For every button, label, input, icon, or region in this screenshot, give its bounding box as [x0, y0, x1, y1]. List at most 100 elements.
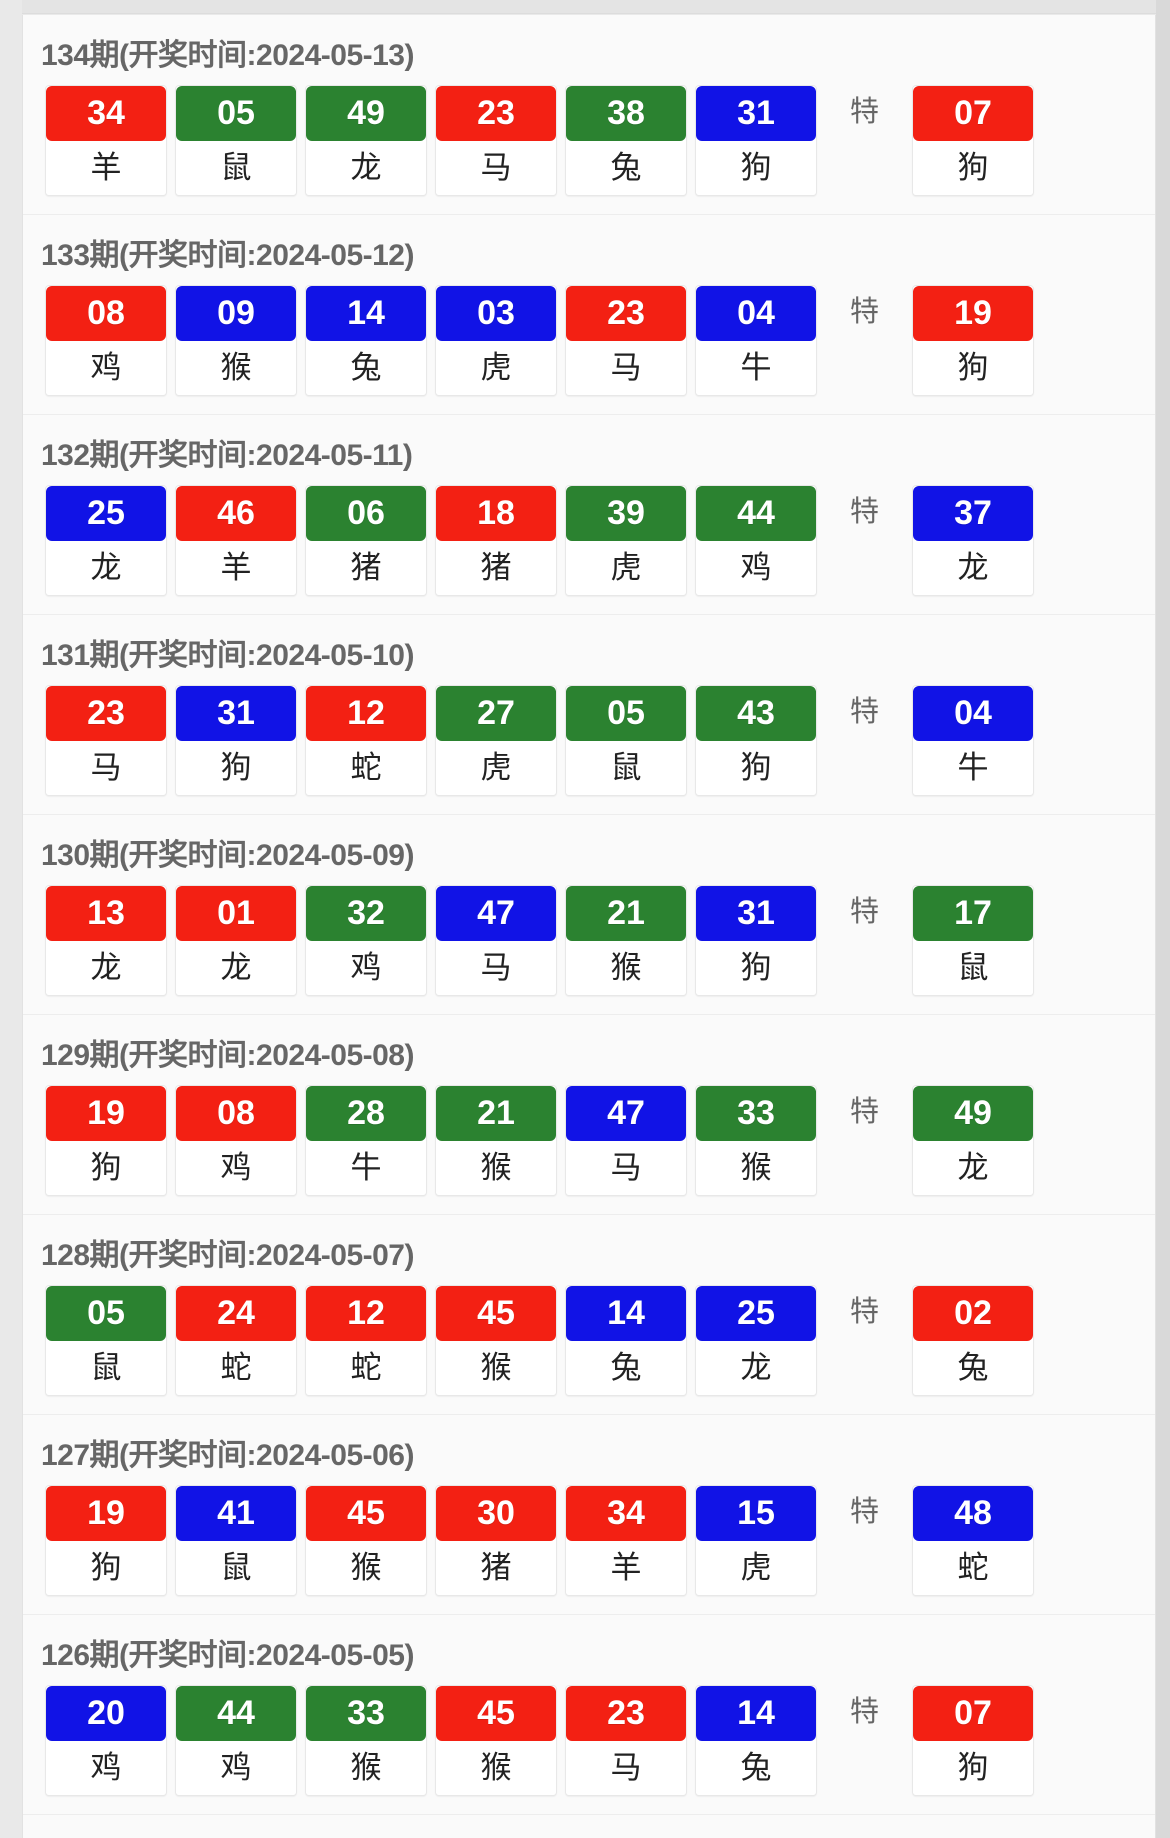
ball-number: 01: [176, 886, 296, 941]
lottery-ball: 12 蛇: [305, 1285, 427, 1396]
lottery-ball: 44 鸡: [175, 1685, 297, 1796]
ball-zodiac: 兔: [696, 1741, 816, 1795]
balls-row: 25 龙 46 羊 06 猪 18 猪 39 虎 44 鸡特 37 龙: [23, 485, 1155, 614]
lottery-ball: 05 鼠: [565, 685, 687, 796]
special-label: 特: [849, 1496, 879, 1528]
page-right-gutter: [1156, 0, 1170, 1838]
ball-number: 49: [306, 86, 426, 141]
lottery-ball: 47 马: [435, 885, 557, 996]
lottery-ball: 31 狗: [175, 685, 297, 796]
lottery-ball: 23 马: [565, 1685, 687, 1796]
ball-number: 28: [306, 1086, 426, 1141]
special-label: 特: [849, 1296, 879, 1328]
ball-number: 45: [436, 1286, 556, 1341]
balls-row: 19 狗 08 鸡 28 牛 21 猴 47 马 33 猴特 49 龙: [23, 1085, 1155, 1214]
lottery-ball: 34 羊: [565, 1485, 687, 1596]
ball-number: 14: [696, 1686, 816, 1741]
ball-zodiac: 虎: [696, 1541, 816, 1595]
draw-title: 125期(开奖时间:2024-05-04): [23, 1815, 1155, 1838]
ball-zodiac: 马: [46, 741, 166, 795]
ball-number: 34: [566, 1486, 686, 1541]
lottery-ball: 09 猴: [175, 285, 297, 396]
ball-number: 45: [436, 1686, 556, 1741]
ball-zodiac: 猴: [306, 1541, 426, 1595]
ball-zodiac: 马: [436, 941, 556, 995]
lottery-ball: 18 猪: [435, 485, 557, 596]
lottery-ball: 15 虎: [695, 1485, 817, 1596]
lottery-ball: 14 兔: [565, 1285, 687, 1396]
special-lottery-ball: 49 龙: [912, 1085, 1034, 1196]
lottery-ball: 44 鸡: [695, 485, 817, 596]
ball-number: 12: [306, 686, 426, 741]
ball-zodiac: 猪: [436, 541, 556, 595]
special-lottery-ball: 37 龙: [912, 485, 1034, 596]
special-ball-zodiac: 狗: [913, 1741, 1033, 1795]
ball-number: 09: [176, 286, 296, 341]
ball-zodiac: 虎: [436, 741, 556, 795]
lottery-ball: 08 鸡: [45, 285, 167, 396]
lottery-ball: 23 马: [565, 285, 687, 396]
special-ball-number: 49: [913, 1086, 1033, 1141]
ball-number: 23: [436, 86, 556, 141]
results-scroll-viewport[interactable]: 134期(开奖时间:2024-05-13) 34 羊 05 鼠 49 龙 23 马 38 兔 31 狗特…: [22, 15, 1156, 1838]
lottery-ball: 05 鼠: [45, 1285, 167, 1396]
lottery-ball: 19 狗: [45, 1085, 167, 1196]
special-label: 特: [849, 896, 879, 928]
special-lottery-ball: 07 狗: [912, 85, 1034, 196]
lottery-ball: 14 兔: [695, 1685, 817, 1796]
special-ball-zodiac: 狗: [913, 141, 1033, 195]
ball-zodiac: 马: [566, 1141, 686, 1195]
lottery-ball: 32 鸡: [305, 885, 427, 996]
ball-number: 45: [306, 1486, 426, 1541]
ball-zodiac: 鼠: [176, 141, 296, 195]
ball-zodiac: 猴: [436, 1141, 556, 1195]
balls-row: 13 龙 01 龙 32 鸡 47 马 21 猴 31 狗特 17 鼠: [23, 885, 1155, 1014]
lottery-ball: 34 羊: [45, 85, 167, 196]
ball-number: 23: [46, 686, 166, 741]
ball-number: 44: [696, 486, 816, 541]
special-ball-zodiac: 狗: [913, 341, 1033, 395]
ball-zodiac: 鸡: [46, 1741, 166, 1795]
ball-zodiac: 兔: [566, 141, 686, 195]
ball-zodiac: 羊: [176, 541, 296, 595]
balls-row: 20 鸡 44 鸡 33 猴 45 猴 23 马 14 兔特 07 狗: [23, 1685, 1155, 1814]
top-partial-bar: [22, 0, 1156, 14]
ball-zodiac: 猴: [176, 341, 296, 395]
ball-zodiac: 马: [566, 341, 686, 395]
lottery-ball: 19 狗: [45, 1485, 167, 1596]
special-ball-number: 19: [913, 286, 1033, 341]
draw-block: 126期(开奖时间:2024-05-05) 20 鸡 44 鸡 33 猴 45 猴 23 马 14 兔特…: [23, 1614, 1155, 1814]
ball-zodiac: 鸡: [696, 541, 816, 595]
balls-row: 19 狗 41 鼠 45 猴 30 猪 34 羊 15 虎特 48 蛇: [23, 1485, 1155, 1614]
ball-number: 15: [696, 1486, 816, 1541]
ball-zodiac: 猴: [696, 1141, 816, 1195]
ball-number: 46: [176, 486, 296, 541]
ball-zodiac: 狗: [46, 1141, 166, 1195]
ball-number: 18: [436, 486, 556, 541]
draw-title: 129期(开奖时间:2024-05-08): [41, 1039, 414, 1072]
special-label: 特: [849, 1696, 879, 1728]
special-ball-number: 48: [913, 1486, 1033, 1541]
lottery-ball: 23 马: [45, 685, 167, 796]
draw-title: 130期(开奖时间:2024-05-09): [41, 839, 414, 872]
lottery-ball: 20 鸡: [45, 1685, 167, 1796]
lottery-ball: 25 龙: [45, 485, 167, 596]
ball-zodiac: 马: [436, 141, 556, 195]
lottery-ball: 27 虎: [435, 685, 557, 796]
ball-number: 24: [176, 1286, 296, 1341]
draw-block: 129期(开奖时间:2024-05-08) 19 狗 08 鸡 28 牛 21 猴 47 马 33 猴特…: [23, 1014, 1155, 1214]
ball-zodiac: 牛: [696, 341, 816, 395]
ball-zodiac: 龙: [46, 541, 166, 595]
special-lottery-ball: 19 狗: [912, 285, 1034, 396]
lottery-ball: 03 虎: [435, 285, 557, 396]
draw-block: 132期(开奖时间:2024-05-11) 25 龙 46 羊 06 猪 18 猪 39 虎 44 鸡特…: [23, 414, 1155, 614]
ball-zodiac: 狗: [696, 741, 816, 795]
ball-zodiac: 猴: [566, 941, 686, 995]
ball-number: 06: [306, 486, 426, 541]
balls-row: 05 鼠 24 蛇 12 蛇 45 猴 14 兔 25 龙特 02 兔: [23, 1285, 1155, 1414]
lottery-ball: 45 猴: [305, 1485, 427, 1596]
lottery-ball: 47 马: [565, 1085, 687, 1196]
draw-block: 134期(开奖时间:2024-05-13) 34 羊 05 鼠 49 龙 23 马 38 兔 31 狗特…: [23, 15, 1155, 214]
special-ball-number: 07: [913, 1686, 1033, 1741]
